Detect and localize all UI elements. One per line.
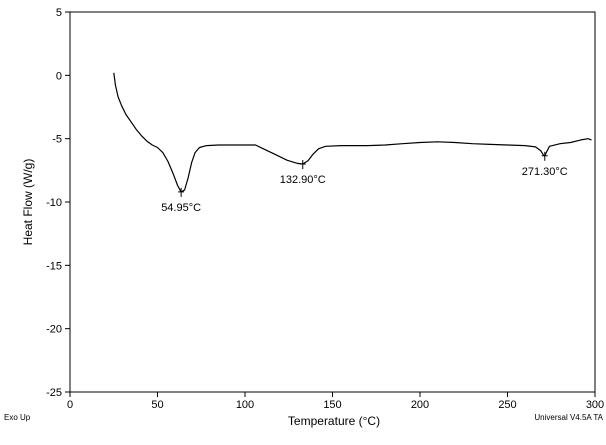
- y-tick-label: -15: [46, 260, 62, 272]
- annotation-layer: 54.95°C 132.90°C 271.30°C: [161, 151, 568, 214]
- y-tick-label: -20: [46, 324, 62, 336]
- heat-flow-curve: [113, 72, 592, 193]
- plot-area: [69, 11, 596, 393]
- y-tick-label: 0: [56, 70, 62, 82]
- peak-temperature-label: 271.30°C: [522, 166, 568, 178]
- y-axis-title: Heat Flow (W/g): [21, 159, 35, 246]
- x-tick-label: 250: [498, 399, 516, 411]
- x-tick-label: 300: [586, 399, 604, 411]
- y-tick-label: -25: [46, 387, 62, 399]
- x-tick-label: 100: [236, 399, 254, 411]
- x-tick-label: 200: [411, 399, 429, 411]
- series-layer: [113, 72, 592, 193]
- y-axis-ticks: 5 0 -5 -10 -15 -20 -25: [46, 7, 70, 399]
- y-tick-label: -5: [52, 134, 62, 146]
- x-tick-label: 50: [151, 399, 163, 411]
- exo-up-label: Exo Up: [4, 413, 31, 422]
- x-axis-title: Temperature (°C): [288, 414, 380, 428]
- software-version-label: Universal V4.5A TA: [534, 413, 603, 422]
- x-axis-ticks: 0 50 100 150 200 250 300: [67, 392, 604, 411]
- peak-temperature-label: 132.90°C: [280, 174, 326, 186]
- y-tick-label: -10: [46, 197, 62, 209]
- peak-temperature-label: 54.95°C: [161, 202, 201, 214]
- x-tick-label: 150: [323, 399, 341, 411]
- y-tick-label: 5: [56, 7, 62, 19]
- x-tick-label: 0: [67, 399, 73, 411]
